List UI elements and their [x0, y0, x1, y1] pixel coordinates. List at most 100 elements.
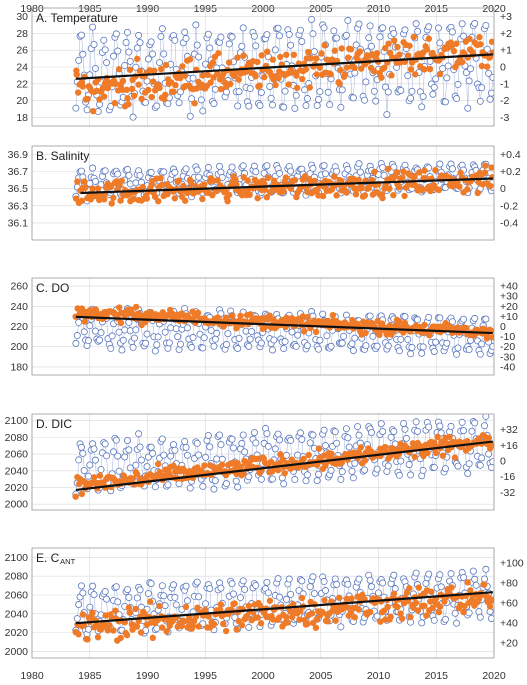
anomaly-point: [435, 608, 443, 616]
anomaly-point: [130, 92, 138, 99]
observation-point: [118, 346, 126, 354]
observation-point: [264, 589, 272, 597]
anomaly-point: [214, 177, 221, 184]
observation-point: [275, 436, 283, 444]
observation-point: [333, 34, 341, 42]
observation-point: [383, 111, 391, 119]
observation-point: [298, 37, 306, 45]
anomaly-point: [89, 107, 97, 115]
observation-point: [460, 32, 468, 40]
y-left-tick-label: 20: [16, 95, 28, 107]
panel-a: 18 20 22 24 26 28 30 -3 -2 -1 0 +1 +2 +3 A. Temperatur…: [16, 7, 512, 127]
observation-point: [405, 460, 413, 468]
anomaly-point: [333, 192, 340, 199]
x-tick-label-bottom: 2005: [309, 670, 333, 682]
anomaly-point: [298, 594, 306, 602]
anomaly-point: [485, 434, 493, 442]
anomaly-point: [429, 604, 436, 611]
observation-point: [149, 449, 157, 457]
x-tick-label-bottom: 1980: [20, 670, 44, 682]
observation-point: [97, 329, 105, 337]
observation-point: [204, 30, 212, 38]
anomaly-point: [424, 449, 431, 457]
observation-point: [229, 444, 237, 452]
observation-point: [147, 168, 155, 176]
observation-point: [471, 314, 479, 322]
anomaly-point: [432, 449, 440, 457]
anomaly-point: [308, 610, 316, 617]
observation-point: [125, 593, 133, 601]
anomaly-point: [487, 182, 494, 190]
observation-point: [355, 160, 363, 168]
observation-point: [252, 439, 260, 447]
anomaly-point: [421, 602, 428, 610]
x-tick-label-bottom: 2020: [482, 670, 506, 682]
observation-point: [368, 42, 376, 50]
observation-point: [202, 453, 210, 461]
anomaly-point: [149, 78, 157, 85]
observation-point: [458, 20, 466, 28]
observation-point: [437, 583, 445, 591]
anomaly-point: [90, 474, 98, 481]
observation-point: [89, 164, 97, 172]
anomaly-point: [305, 451, 312, 459]
anomaly-point: [279, 456, 286, 463]
observation-point: [315, 470, 323, 478]
anomaly-point: [195, 623, 202, 630]
anomaly-point: [237, 312, 244, 319]
observation-point: [193, 41, 201, 49]
observation-point: [241, 448, 249, 456]
observation-point: [419, 92, 427, 100]
observation-point: [436, 571, 444, 579]
observation-point: [158, 25, 166, 33]
anomaly-point: [129, 475, 137, 482]
observation-point: [161, 602, 169, 610]
anomaly-point: [304, 620, 311, 628]
observation-point: [217, 33, 225, 41]
observation-point: [313, 101, 321, 109]
anomaly-point: [341, 71, 349, 78]
observation-point: [320, 24, 328, 32]
anomaly-point: [210, 620, 218, 628]
observation-point: [465, 346, 473, 354]
anomaly-point: [220, 323, 227, 330]
observation-point: [210, 485, 218, 493]
anomaly-point: [409, 440, 417, 447]
anomaly-point: [384, 603, 391, 611]
observation-point: [183, 451, 191, 459]
anomaly-point: [348, 595, 355, 602]
observation-point: [377, 420, 385, 428]
anomaly-point: [370, 67, 378, 75]
observation-point: [408, 87, 416, 95]
observation-point: [181, 437, 189, 445]
anomaly-point: [264, 174, 272, 182]
anomaly-point: [352, 191, 360, 198]
anomaly-point: [311, 177, 318, 185]
observation-point: [100, 36, 108, 44]
observation-point: [211, 335, 219, 343]
observation-point: [199, 344, 207, 352]
observation-point: [373, 342, 381, 350]
anomaly-point: [254, 194, 261, 202]
observation-point: [281, 87, 289, 95]
observation-point: [252, 42, 260, 50]
anomaly-point: [351, 64, 358, 72]
observation-point: [101, 588, 109, 596]
anomaly-point: [355, 449, 362, 456]
observation-point: [86, 461, 94, 469]
y-left-tick-label: 2100: [5, 552, 29, 564]
y-left-tick-label: 2000: [5, 499, 29, 511]
anomaly-point: [112, 607, 119, 614]
observation-point: [306, 583, 314, 591]
observation-point: [313, 477, 321, 485]
anomaly-point: [421, 167, 428, 174]
y-left-tick-label: 22: [16, 78, 28, 90]
anomaly-point: [117, 634, 124, 642]
anomaly-point: [366, 608, 374, 616]
observation-point: [303, 95, 311, 103]
y-right-tick-label: -16: [500, 471, 515, 483]
anomaly-point: [290, 51, 298, 59]
observation-point: [454, 344, 462, 352]
observation-point: [143, 330, 151, 338]
observation-point: [330, 27, 338, 35]
